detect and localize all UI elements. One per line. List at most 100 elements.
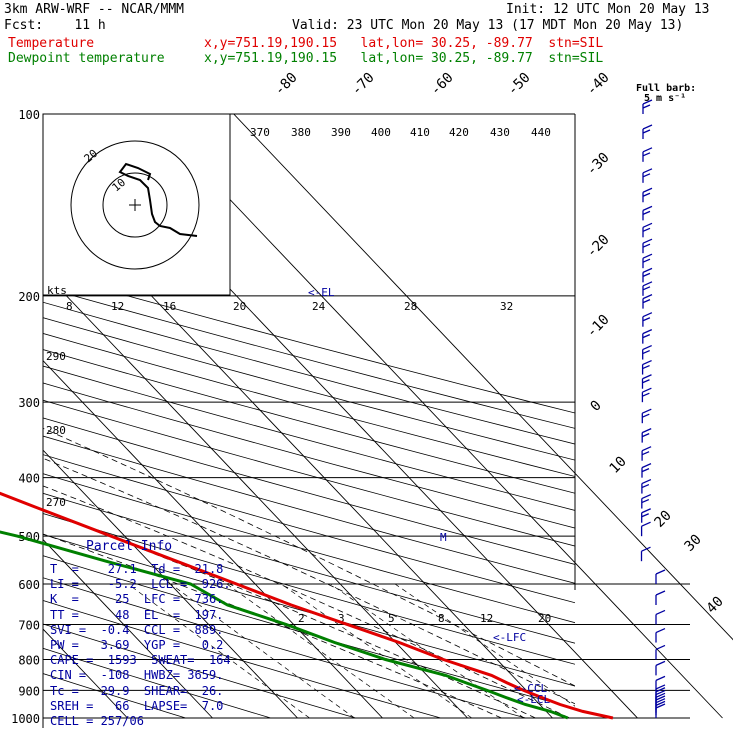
wind-barb-flag bbox=[642, 329, 653, 335]
theta-label-390: 390 bbox=[331, 126, 351, 139]
wind-barb-flag bbox=[642, 413, 650, 418]
wind-barb-flag bbox=[642, 312, 653, 318]
model-title: 3km ARW-WRF -- NCAR/MMM bbox=[4, 2, 185, 17]
temperature-legend: Temperature bbox=[8, 36, 95, 51]
wind-barb-flag bbox=[655, 692, 666, 698]
mixing-ratio-line bbox=[127, 583, 310, 719]
isotherm-line bbox=[43, 449, 298, 719]
isotherm-line bbox=[43, 359, 383, 719]
wind-barb-flag bbox=[642, 344, 652, 351]
hodo-speed-label: 28 bbox=[404, 300, 417, 313]
wind-barb-flag bbox=[655, 687, 666, 693]
wind-barb-flag bbox=[641, 478, 652, 485]
isotherm-label: 40 bbox=[704, 594, 727, 617]
wind-barb-flag bbox=[655, 698, 666, 704]
mixing-ratio-line bbox=[330, 583, 525, 719]
mixing-ratio-line bbox=[170, 583, 355, 719]
wind-barb-flag bbox=[655, 695, 666, 701]
theta-label-420: 420 bbox=[449, 126, 469, 139]
wind-barb-flag bbox=[655, 569, 666, 575]
wind-barb-flag bbox=[655, 700, 666, 706]
theta-label-370: 370 bbox=[250, 126, 270, 139]
parcel-info-row: CIN = -108 HWBZ= 3659. bbox=[50, 668, 224, 683]
hodograph-trace bbox=[118, 162, 198, 237]
mixing-ratio-line bbox=[281, 583, 473, 719]
temperature-location: x,y=751.19,190.15 lat,lon= 30.25, -89.77… bbox=[204, 36, 604, 51]
mixing-ratio-line bbox=[394, 583, 575, 707]
forecast-hour: Fcst: 11 h bbox=[4, 18, 106, 33]
isotherm-label: 20 bbox=[652, 508, 675, 531]
dry-adiabats bbox=[43, 272, 575, 719]
wind-barb-flag bbox=[655, 644, 666, 651]
mixing-ratio-label: 8 bbox=[438, 612, 445, 625]
wind-barb-flag bbox=[642, 349, 650, 355]
temperature-trace bbox=[0, 491, 614, 720]
wind-barb-flag bbox=[641, 463, 652, 469]
hodo-speed-label: 32 bbox=[500, 300, 513, 313]
moist-adiabat bbox=[43, 457, 575, 705]
hodo-speed-label: 12 bbox=[111, 300, 124, 313]
wind-barb-flag bbox=[642, 359, 652, 366]
wind-barb-flag bbox=[642, 238, 653, 244]
wind-barb-flag bbox=[642, 281, 653, 287]
dry-adiabat bbox=[43, 286, 575, 429]
moist-adiabats bbox=[43, 427, 575, 719]
dry-adiabat bbox=[43, 513, 575, 665]
hodo-speed-label: 20 bbox=[233, 300, 246, 313]
wind-barb-flag bbox=[642, 286, 651, 291]
wind-barb-flag bbox=[655, 703, 666, 709]
wind-barb-flag bbox=[655, 627, 666, 634]
wind-barb-flag bbox=[642, 124, 653, 130]
wind-barb-flag bbox=[642, 294, 653, 300]
dewpoint-location: x,y=751.19,190.15 lat,lon= 30.25, -89.77… bbox=[204, 51, 604, 66]
wind-barb-flag bbox=[642, 129, 651, 134]
wind-barbs bbox=[640, 99, 666, 718]
hodo-unit-label: kts bbox=[47, 284, 67, 297]
mixing-ratio-label: 2 bbox=[298, 612, 305, 625]
wind-barb-flag bbox=[641, 446, 652, 452]
wind-barb-flag bbox=[641, 546, 651, 552]
marker-m: M bbox=[440, 531, 447, 544]
dry-adiabat bbox=[43, 349, 575, 494]
dry-adiabat bbox=[43, 272, 575, 414]
parcel-info-title: Parcel Info bbox=[86, 539, 173, 554]
wind-barb-flag bbox=[642, 267, 653, 273]
wind-barb-flag bbox=[642, 210, 651, 215]
wind-barb-flag bbox=[642, 317, 651, 322]
isotherm-label: -40 bbox=[584, 70, 613, 99]
dry-adiabat bbox=[43, 577, 526, 719]
isotherm-label: 30 bbox=[682, 532, 705, 555]
wind-barb-flag bbox=[642, 272, 651, 277]
dry-adiabat bbox=[43, 333, 575, 477]
wind-barb-flag bbox=[642, 187, 653, 193]
marker-lcl: <-LCL bbox=[517, 693, 550, 706]
wind-barb-flag bbox=[642, 152, 651, 157]
wind-barb-flag bbox=[655, 684, 666, 690]
wind-barb-flag bbox=[655, 675, 666, 681]
init-time: Init: 12 UTC Mon 20 May 13 bbox=[506, 2, 710, 17]
parcel-info-row: CELL = 257/06 bbox=[50, 714, 144, 729]
isotherm-label: -10 bbox=[584, 312, 613, 341]
pressure-label-700: 700 bbox=[18, 618, 40, 632]
wind-barb-flag bbox=[642, 227, 651, 232]
hodo-speed-label: 8 bbox=[66, 300, 73, 313]
moist-adiabat bbox=[43, 510, 536, 719]
mixing-ratio-label: 12 bbox=[480, 612, 493, 625]
dry-adiabat bbox=[43, 454, 575, 604]
barb-legend-line1: Full barb: bbox=[636, 83, 697, 94]
wind-barb-flag bbox=[642, 387, 652, 393]
mixing-ratio-label: 20 bbox=[538, 612, 551, 625]
marker-ccl: <-CCL bbox=[514, 682, 547, 695]
wind-barb-flag bbox=[642, 104, 651, 109]
parcel-info-row: CAPE = 1593 SWEAT= 164 bbox=[50, 653, 231, 668]
isotherm-label: -30 bbox=[584, 150, 613, 179]
theta-label-400: 400 bbox=[371, 126, 391, 139]
parcel-markers: <-EL <-LFC <-CCL<-LCL M bbox=[308, 286, 550, 706]
wind-barb-flag bbox=[642, 192, 651, 197]
dry-adiabat bbox=[43, 417, 575, 565]
pressure-label-100: 100 bbox=[18, 108, 40, 122]
isotherm-label: -80 bbox=[272, 70, 301, 99]
theta-label-380: 380 bbox=[291, 126, 311, 139]
wind-barb-flag bbox=[642, 364, 650, 370]
